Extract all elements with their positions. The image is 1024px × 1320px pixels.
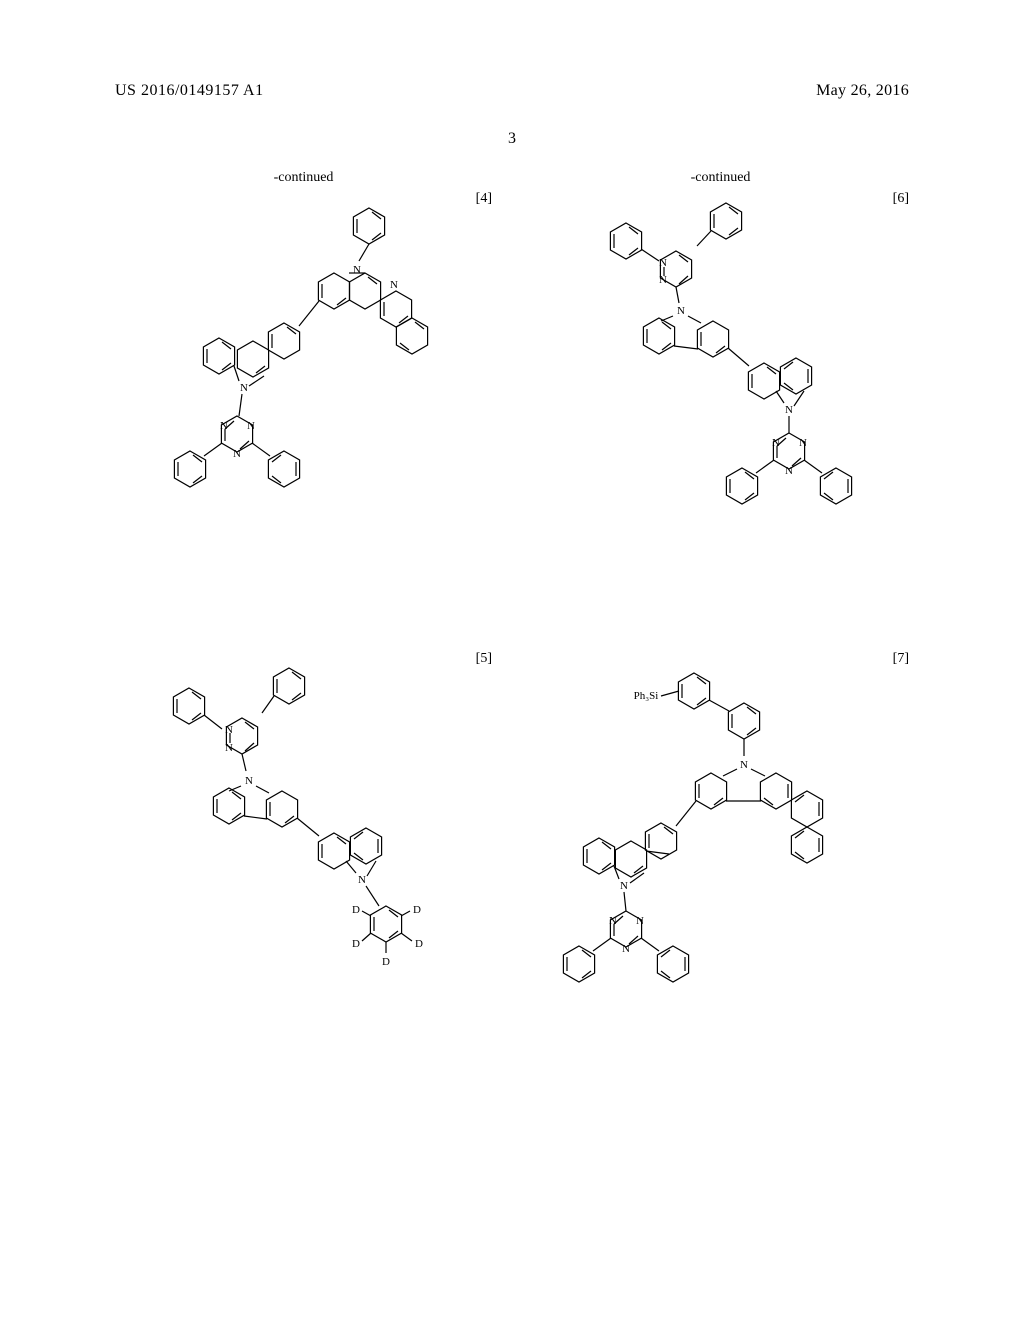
svg-text:N: N [245,775,253,787]
svg-text:N: N [247,420,255,432]
svg-text:D: D [382,956,390,968]
svg-text:D: D [352,938,360,950]
svg-text:N: N [358,874,366,886]
svg-text:N: N [353,264,361,276]
page-header: US 2016/0149157 A1 May 26, 2016 [0,82,1024,100]
svg-text:N: N [799,437,807,449]
structure-7-label: [7] [893,651,909,667]
publication-date: May 26, 2016 [816,82,909,100]
svg-text:N: N [659,257,667,269]
content-area: -continued [4] N [0,170,1024,1141]
ph3si-label: Ph₃Si [633,690,658,702]
svg-text:D: D [352,904,360,916]
svg-text:N: N [220,420,228,432]
right-column: -continued [6] [512,170,1024,1141]
svg-text:N: N [785,404,793,416]
svg-text:N: N [609,915,617,927]
svg-text:N: N [620,880,628,892]
svg-text:N: N [740,759,748,771]
continued-label-left: -continued [115,170,492,186]
structure-6-label: [6] [893,191,909,207]
structure-5-block: [5] [115,651,492,1051]
svg-text:N: N [233,448,241,460]
svg-text:N: N [677,305,685,317]
structure-5-label: [5] [476,651,492,667]
svg-text:D: D [413,904,421,916]
structure-7-icon: Ph₃Si [532,651,909,1081]
continued-label-right: -continued [532,170,909,186]
svg-text:N: N [225,742,233,754]
svg-text:N: N [225,724,233,736]
svg-text:N: N [636,915,644,927]
svg-text:N: N [240,382,248,394]
structure-6-icon: N N N [532,191,909,591]
structure-7-block: [7] Ph₃Si [532,651,909,1081]
page-number: 3 [508,130,516,148]
structure-4-block: [4] N [115,191,492,591]
svg-text:N: N [772,437,780,449]
svg-text:N: N [390,279,398,291]
svg-text:N: N [785,465,793,477]
svg-text:D: D [415,938,423,950]
structure-6-block: [6] [532,191,909,591]
svg-text:N: N [622,943,630,955]
publication-number: US 2016/0149157 A1 [115,82,264,100]
structure-4-label: [4] [476,191,492,207]
structure-5-icon: N N N [115,651,492,1051]
left-column: -continued [4] N [0,170,512,1141]
svg-text:N: N [659,274,667,286]
structure-4-icon: N N [115,191,492,591]
